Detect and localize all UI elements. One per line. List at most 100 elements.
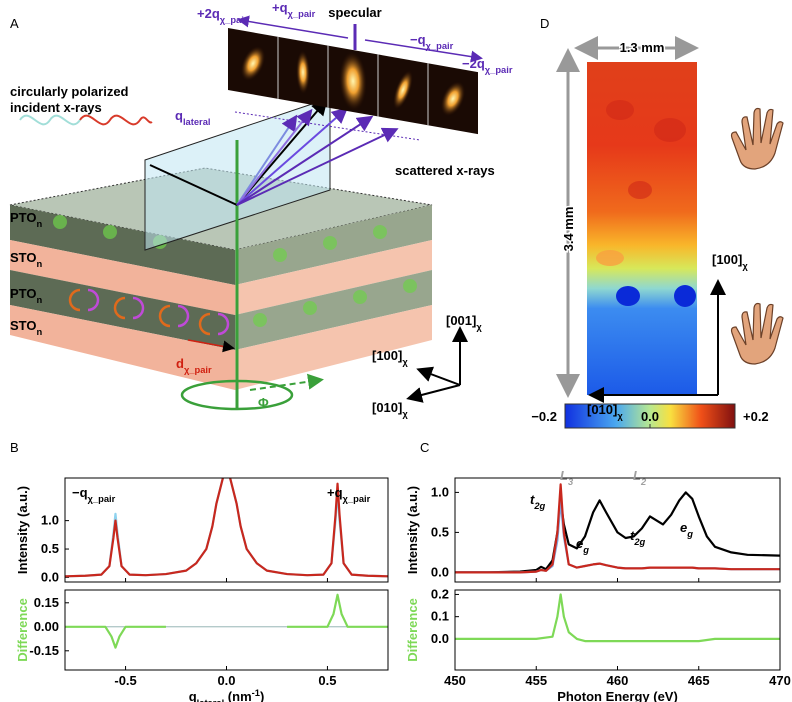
label-part: χ_pair [426, 41, 454, 51]
annotation: eg [680, 520, 693, 539]
axis-direction-label: [100]χ [712, 252, 748, 271]
label-part: [100] [712, 252, 742, 267]
panel-label: A [10, 16, 19, 31]
label-part: χ [742, 261, 748, 271]
x-tick-label: 0.5 [318, 673, 336, 688]
label-part: +q [272, 0, 288, 15]
label-part: STO [10, 318, 37, 333]
y-axis-label: Difference [405, 598, 420, 662]
layer-label: PTOn [10, 210, 43, 229]
label-part: g [582, 545, 589, 555]
plot-frame [64, 477, 389, 583]
q-lateral-label: qlateral [175, 108, 210, 127]
label-part: χ [402, 357, 408, 367]
y-axis-label: Intensity (a.u.) [405, 486, 420, 574]
label-part: q [189, 689, 197, 702]
label-part: n [37, 327, 43, 337]
label-part: e [576, 536, 583, 551]
label-part: χ [402, 409, 408, 419]
plot-area [65, 593, 388, 649]
label-part: lateral [183, 117, 211, 127]
y-tick-label: 0.1 [431, 609, 449, 624]
data-line [65, 478, 388, 578]
y-tick-label: -0.15 [29, 643, 59, 658]
plot-frame [454, 589, 781, 671]
x-axis-label: qlateral (nm-1) [189, 688, 265, 702]
colorbar-tick-label: +0.2 [743, 409, 769, 424]
annotation: −qχ_pair [72, 485, 116, 504]
axis-direction-label: [010]χ [372, 400, 408, 419]
panel-label: C [420, 440, 429, 455]
label-part: χ_pair [88, 494, 116, 504]
annotation: t2g [530, 492, 546, 511]
label-part: χ_pair [220, 15, 248, 25]
label-part: χ_pair [184, 365, 212, 375]
label-part: n [37, 295, 43, 305]
plot-area [65, 478, 388, 578]
y-tick-label: 0.5 [41, 541, 59, 556]
label-part: (nm [224, 689, 251, 702]
colorbar-tick-label: −0.2 [531, 409, 557, 424]
scattered-label: scattered x-rays [395, 163, 495, 178]
label-part: [100] [372, 348, 402, 363]
x-tick-label: 465 [688, 673, 710, 688]
x-tick-label: 455 [525, 673, 547, 688]
plot-frame [64, 589, 389, 671]
label-part: ) [260, 689, 264, 702]
panel-a-art [9, 15, 483, 411]
y-tick-label: 0.5 [431, 524, 449, 539]
x-tick-label: 470 [769, 673, 791, 688]
label-part: 2g [633, 537, 645, 547]
d-pair-label: dχ_pair [176, 356, 212, 375]
label-part: PTO [10, 210, 37, 225]
x-axis-label: Photon Energy (eV) [557, 689, 678, 702]
label-part: STO [10, 250, 37, 265]
label-part: −q [410, 32, 426, 47]
axis-direction-label: [010]χ [587, 402, 623, 421]
label-part: 2g [533, 501, 545, 511]
order-label: −qχ_pair [410, 32, 454, 51]
label-part: χ_pair [288, 9, 316, 19]
plot-area [455, 593, 780, 643]
plot-frame [454, 477, 781, 583]
panel-label: D [540, 16, 549, 31]
y-axis-label: Difference [15, 598, 30, 662]
colorbar-tick-label: 0.0 [641, 409, 659, 424]
label-part: 2 [640, 477, 647, 487]
annotation: +qχ_pair [327, 485, 371, 504]
label-part: L [560, 468, 568, 483]
data-line [455, 491, 780, 574]
width-label: 1.3 mm [620, 40, 665, 55]
y-tick-label: 0.0 [431, 564, 449, 579]
order-label: +qχ_pair [272, 0, 316, 19]
label-part: L [633, 468, 641, 483]
label-part: +2q [197, 6, 220, 21]
label-part: [010] [372, 400, 402, 415]
panel-label: B [10, 440, 19, 455]
label-part: q [175, 108, 183, 123]
y-tick-label: 1.0 [431, 484, 449, 499]
y-tick-label: 1.0 [41, 513, 59, 528]
y-tick-label: 0.00 [34, 619, 59, 634]
label-part: n [37, 259, 43, 269]
annotation: eg [576, 536, 589, 555]
label-part: +q [327, 485, 343, 500]
x-tick-label: 460 [607, 673, 629, 688]
label-part: t [530, 492, 535, 507]
label-part: 3 [568, 477, 574, 487]
axis-direction-label: [001]χ [446, 313, 482, 332]
label-part: −q [72, 485, 88, 500]
order-label: −2qχ_pair [462, 56, 513, 75]
plot-area [455, 483, 780, 574]
data-line [65, 593, 388, 649]
data-line [455, 593, 780, 643]
annotation: t2g [630, 528, 646, 547]
phi-label: Φ [258, 395, 269, 410]
y-tick-label: 0.15 [34, 595, 59, 610]
annotation: L3 [560, 468, 574, 487]
label-part: −2q [462, 56, 485, 71]
label-part: [001] [446, 313, 476, 328]
x-tick-label: 0.0 [217, 673, 235, 688]
